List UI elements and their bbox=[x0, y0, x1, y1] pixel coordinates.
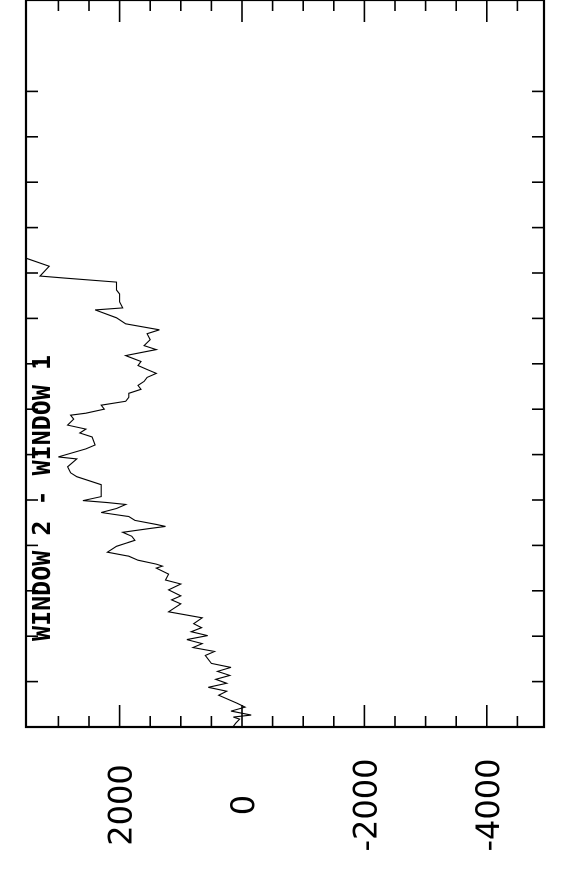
tick-labels: 2000 0 -2000 -4000 bbox=[102, 759, 507, 852]
value-tick-label: 0 bbox=[224, 795, 262, 815]
value-tick-label: -4000 bbox=[469, 759, 507, 852]
value-tick-label: 2000 bbox=[102, 764, 140, 845]
plot-frame bbox=[24, 0, 546, 729]
chart-title: WINDOW 2 - WINDOW 1 bbox=[27, 355, 56, 641]
axes bbox=[24, 0, 546, 729]
ticks bbox=[26, 0, 544, 728]
value-tick-label: -2000 bbox=[346, 759, 384, 852]
series-line bbox=[25, 91, 252, 728]
